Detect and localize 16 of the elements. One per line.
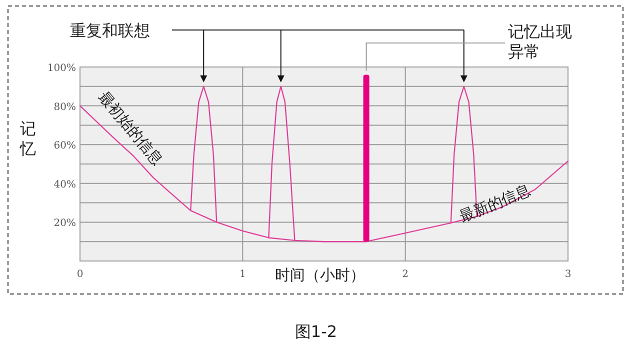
y-tick-label: 80% — [54, 102, 76, 113]
annotation: 记忆出现异常 — [508, 22, 572, 61]
x-tick-label: 2 — [402, 269, 409, 280]
x-axis-title: 时间（小时） — [275, 266, 365, 284]
annotation: 最初始的信息 — [94, 88, 167, 169]
y-tick-label: 100% — [47, 63, 76, 74]
y-axis-title: 记忆 — [19, 119, 36, 158]
x-tick-label: 3 — [564, 269, 572, 280]
caption: 图1-2 — [294, 322, 338, 341]
y-tick-label: 40% — [54, 179, 76, 190]
annotation: 最新的信息 — [456, 180, 534, 226]
text: 重复和联想 — [70, 21, 150, 40]
y-tick-label: 60% — [54, 140, 76, 152]
x-tick-label: 1 — [239, 269, 246, 280]
x-tick-label: 0 — [76, 269, 84, 280]
y-tick-label: 20% — [54, 218, 76, 230]
